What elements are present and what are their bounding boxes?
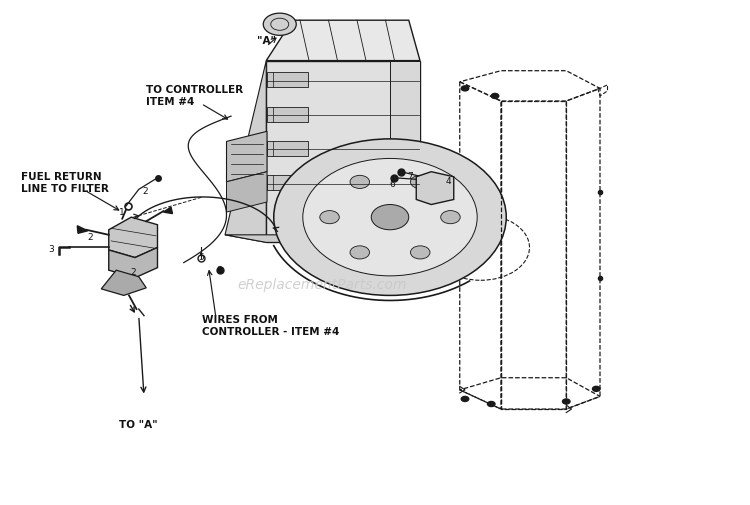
Bar xyxy=(267,175,308,190)
Polygon shape xyxy=(109,247,158,278)
Circle shape xyxy=(441,211,460,224)
Circle shape xyxy=(461,396,469,401)
Text: 3: 3 xyxy=(48,245,54,255)
Text: 2: 2 xyxy=(142,187,148,196)
Text: 1: 1 xyxy=(119,208,125,217)
Text: 2: 2 xyxy=(87,233,93,242)
Text: "A": "A" xyxy=(256,36,276,46)
Text: FUEL RETURN
LINE TO FILTER: FUEL RETURN LINE TO FILTER xyxy=(21,172,109,193)
Circle shape xyxy=(491,93,499,98)
Text: 7: 7 xyxy=(407,172,413,181)
Circle shape xyxy=(461,86,469,91)
Polygon shape xyxy=(226,172,267,212)
Polygon shape xyxy=(266,61,420,242)
Circle shape xyxy=(263,13,296,35)
Polygon shape xyxy=(226,131,267,182)
Polygon shape xyxy=(266,20,420,61)
Circle shape xyxy=(410,246,430,259)
Text: TO CONTROLLER
ITEM #4: TO CONTROLLER ITEM #4 xyxy=(146,85,243,107)
Circle shape xyxy=(488,401,495,407)
Polygon shape xyxy=(225,235,420,242)
Circle shape xyxy=(350,175,370,188)
Polygon shape xyxy=(225,61,266,242)
Polygon shape xyxy=(101,270,146,295)
Bar xyxy=(267,72,308,87)
Circle shape xyxy=(274,139,506,295)
Text: 6: 6 xyxy=(389,180,395,189)
Text: 5: 5 xyxy=(198,253,204,262)
Text: 4: 4 xyxy=(446,177,452,186)
Circle shape xyxy=(592,386,600,391)
Text: TO "A": TO "A" xyxy=(119,420,158,430)
Text: 8: 8 xyxy=(216,266,222,275)
Circle shape xyxy=(410,175,430,188)
Circle shape xyxy=(371,205,409,230)
Bar xyxy=(267,141,308,156)
Circle shape xyxy=(320,211,339,224)
Circle shape xyxy=(303,159,477,276)
Polygon shape xyxy=(164,207,172,214)
Polygon shape xyxy=(390,61,420,242)
Polygon shape xyxy=(416,172,454,205)
Circle shape xyxy=(562,399,570,404)
Text: WIRES FROM
CONTROLLER - ITEM #4: WIRES FROM CONTROLLER - ITEM #4 xyxy=(202,315,340,336)
Bar xyxy=(267,107,308,122)
Circle shape xyxy=(350,246,370,259)
Text: eReplacementParts.com: eReplacementParts.com xyxy=(238,278,407,292)
Polygon shape xyxy=(109,217,158,258)
Text: 2: 2 xyxy=(130,268,136,277)
Polygon shape xyxy=(77,226,88,233)
